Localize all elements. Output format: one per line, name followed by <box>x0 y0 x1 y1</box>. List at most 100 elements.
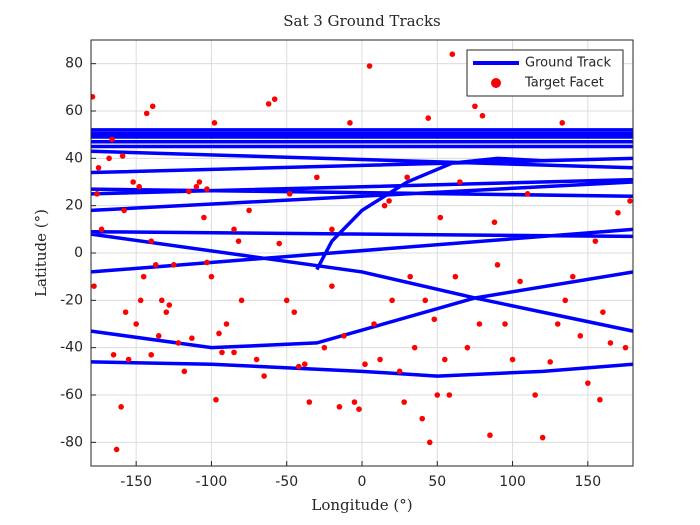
target-facet <box>291 309 298 315</box>
target-facet <box>113 446 120 453</box>
target-facet <box>211 120 218 126</box>
target-facet <box>140 273 147 280</box>
target-facet <box>133 321 139 327</box>
target-facet <box>437 214 444 221</box>
target-facet <box>181 368 188 375</box>
target-facet <box>238 297 245 304</box>
target-facet <box>155 333 162 339</box>
target-facet <box>419 415 426 422</box>
x-tick-label: -150 <box>120 474 152 490</box>
y-tick-label: 40 <box>65 150 83 166</box>
target-facet <box>476 321 483 327</box>
target-facet <box>356 406 362 413</box>
target-facet <box>136 183 142 190</box>
target-facet <box>119 153 126 159</box>
target-facet <box>231 226 237 233</box>
target-facet <box>446 392 453 398</box>
target-facet <box>121 207 127 214</box>
target-facet <box>524 191 531 197</box>
target-facet <box>502 321 508 327</box>
target-facet <box>336 404 343 410</box>
target-facet <box>261 373 267 379</box>
target-facet <box>329 283 335 289</box>
target-facet <box>216 330 222 337</box>
target-facet <box>622 344 629 351</box>
target-facet <box>265 101 272 107</box>
target-facet <box>329 226 335 233</box>
legend-box <box>466 49 624 97</box>
target-facet <box>125 356 132 363</box>
target-facet <box>547 359 553 365</box>
x-tick-label: -50 <box>275 474 298 490</box>
target-facet <box>271 96 278 102</box>
target-facet <box>189 335 195 342</box>
chart-title: Sat 3 Ground Tracks <box>283 12 441 30</box>
target-facet <box>276 240 282 247</box>
target-facet <box>426 439 433 446</box>
target-facet <box>494 262 501 268</box>
target-facet <box>449 51 456 57</box>
target-facet <box>411 344 418 351</box>
legend-label: Ground Track <box>525 56 611 71</box>
target-facet <box>283 297 290 304</box>
target-facet <box>615 209 621 216</box>
target-facet <box>219 349 225 356</box>
y-tick-label: 20 <box>65 198 83 214</box>
x-tick-label: 100 <box>499 474 526 490</box>
target-facet <box>457 179 463 185</box>
target-facet <box>94 191 100 197</box>
target-facet <box>569 273 576 280</box>
target-facet <box>592 238 599 244</box>
target-facet <box>422 297 429 304</box>
target-facet <box>377 356 383 363</box>
target-facet <box>532 392 538 398</box>
target-facet <box>539 434 546 441</box>
target-facet <box>122 309 129 315</box>
legend-label: Target Facet <box>524 76 604 91</box>
target-facet <box>389 297 395 304</box>
target-facet <box>143 110 150 117</box>
y-tick-label: -20 <box>60 292 83 308</box>
target-facet <box>491 219 498 226</box>
target-facet <box>148 351 155 358</box>
target-facet <box>431 316 438 323</box>
target-facet <box>213 396 219 403</box>
target-facet <box>627 198 633 204</box>
target-facet <box>286 191 293 197</box>
target-facet <box>91 283 97 289</box>
y-tick-label: -80 <box>60 434 83 450</box>
x-tick-label: 0 <box>358 474 367 490</box>
target-facet <box>425 115 432 121</box>
target-facet <box>321 344 328 351</box>
target-facet <box>517 278 523 285</box>
target-facet <box>407 273 413 280</box>
target-facet <box>562 297 569 304</box>
target-facet <box>386 198 392 204</box>
target-facet <box>366 63 373 69</box>
target-facet <box>301 361 308 368</box>
y-tick-label: -40 <box>60 340 83 356</box>
target-facet <box>597 396 603 403</box>
target-facet <box>464 344 471 351</box>
target-facet <box>487 432 493 439</box>
target-facet <box>204 186 210 192</box>
legend-marker <box>491 78 501 88</box>
target-facet <box>193 183 200 190</box>
target-facet <box>295 363 302 370</box>
target-facet <box>347 120 353 126</box>
target-facet <box>442 356 448 363</box>
target-facet <box>201 214 207 221</box>
target-facet <box>479 112 486 119</box>
x-tick-label: 150 <box>574 474 601 490</box>
target-facet <box>314 174 320 181</box>
target-facet <box>607 340 614 346</box>
target-facet <box>130 179 136 185</box>
target-facet <box>204 259 210 266</box>
target-facet <box>401 399 407 405</box>
target-facet <box>223 321 230 327</box>
target-facet <box>371 321 377 327</box>
target-facet <box>118 404 124 410</box>
target-facet <box>396 368 403 375</box>
y-tick-label: 0 <box>74 245 83 261</box>
